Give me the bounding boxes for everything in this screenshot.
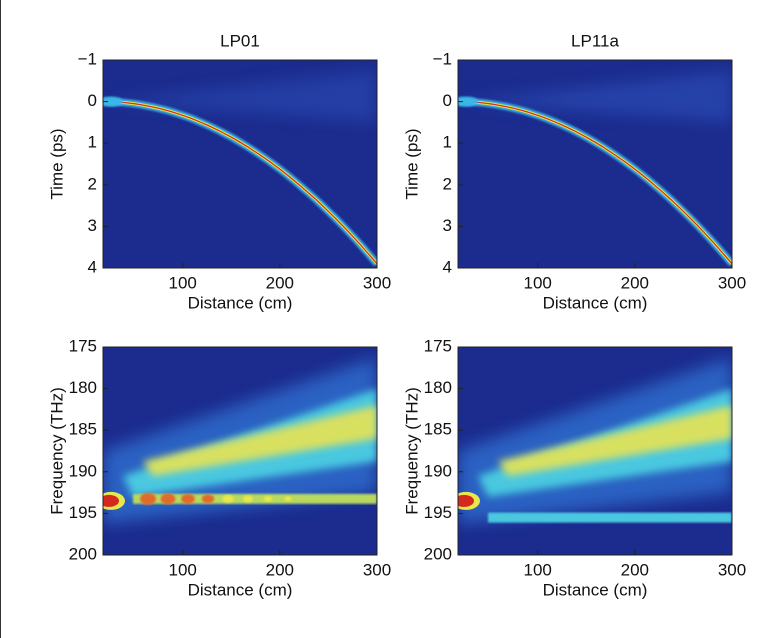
x-tick-label: 100 xyxy=(523,273,551,292)
signal-line xyxy=(488,512,732,523)
pulse-core xyxy=(103,101,377,265)
y-axis-label: Time (ps) xyxy=(47,128,66,199)
heatmap xyxy=(458,60,732,268)
yellow-band xyxy=(143,405,377,476)
x-tick-label: 300 xyxy=(363,560,391,579)
frame xyxy=(102,346,378,556)
frame xyxy=(457,59,733,269)
y-tick-label: 180 xyxy=(69,378,97,397)
y-axis-label: Frequency (THz) xyxy=(47,387,66,515)
y-tick-label: 3 xyxy=(443,216,452,235)
x-tick-label: 300 xyxy=(363,273,391,292)
pulse-core xyxy=(458,101,732,265)
spot xyxy=(140,492,156,505)
pump-core xyxy=(103,494,119,507)
y-tick-label: −1 xyxy=(78,49,97,68)
y-tick-label: 175 xyxy=(69,336,97,355)
x-axis-label: Distance (cm) xyxy=(543,293,648,312)
x-axis-label: Distance (cm) xyxy=(188,580,293,599)
frame xyxy=(457,346,733,556)
x-tick-label: 200 xyxy=(621,560,649,579)
y-tick-label: 180 xyxy=(424,378,452,397)
spot xyxy=(284,496,292,502)
y-tick-label: 175 xyxy=(424,336,452,355)
input-spot xyxy=(103,96,123,107)
y-tick-label: −1 xyxy=(433,49,452,68)
panel-title: LP01 xyxy=(220,31,260,50)
spot xyxy=(222,494,234,503)
pump-core xyxy=(458,494,474,507)
y-tick-label: 0 xyxy=(443,91,452,110)
signal-line xyxy=(133,493,377,504)
y-tick-label: 190 xyxy=(69,461,97,480)
x-axis-label: Distance (cm) xyxy=(543,580,648,599)
glow xyxy=(458,70,732,123)
y-tick-label: 195 xyxy=(424,503,452,522)
x-tick-label: 100 xyxy=(168,273,196,292)
yellow-band xyxy=(498,405,732,476)
heatmap xyxy=(458,347,732,555)
y-tick-label: 2 xyxy=(88,174,97,193)
y-tick-label: 185 xyxy=(69,420,97,439)
y-tick-label: 2 xyxy=(443,174,452,193)
x-tick-label: 100 xyxy=(523,560,551,579)
spot xyxy=(160,493,176,505)
x-axis-label: Distance (cm) xyxy=(188,293,293,312)
frame xyxy=(102,59,378,269)
spot xyxy=(201,494,215,504)
y-tick-label: 0 xyxy=(88,91,97,110)
y-tick-label: 200 xyxy=(424,544,452,563)
spot xyxy=(181,493,195,504)
heatmap xyxy=(103,60,377,268)
y-axis-label: Frequency (THz) xyxy=(402,387,421,515)
y-tick-label: 4 xyxy=(88,257,97,276)
y-axis-label: Time (ps) xyxy=(402,128,421,199)
x-tick-label: 100 xyxy=(168,560,196,579)
y-tick-label: 195 xyxy=(69,503,97,522)
x-tick-label: 300 xyxy=(718,560,746,579)
panel-title: LP11a xyxy=(571,31,619,50)
heatmap xyxy=(103,347,377,555)
x-tick-label: 200 xyxy=(266,560,294,579)
y-tick-label: 185 xyxy=(424,420,452,439)
input-spot xyxy=(458,96,478,107)
spot xyxy=(263,495,273,502)
x-tick-label: 200 xyxy=(266,273,294,292)
y-tick-label: 1 xyxy=(88,133,97,152)
y-tick-label: 3 xyxy=(88,216,97,235)
y-tick-label: 190 xyxy=(424,461,452,480)
y-tick-label: 200 xyxy=(69,544,97,563)
glow xyxy=(103,70,377,123)
x-tick-label: 200 xyxy=(621,273,649,292)
spot xyxy=(243,495,253,503)
y-tick-label: 1 xyxy=(443,133,452,152)
y-tick-label: 4 xyxy=(443,257,452,276)
x-tick-label: 300 xyxy=(718,273,746,292)
